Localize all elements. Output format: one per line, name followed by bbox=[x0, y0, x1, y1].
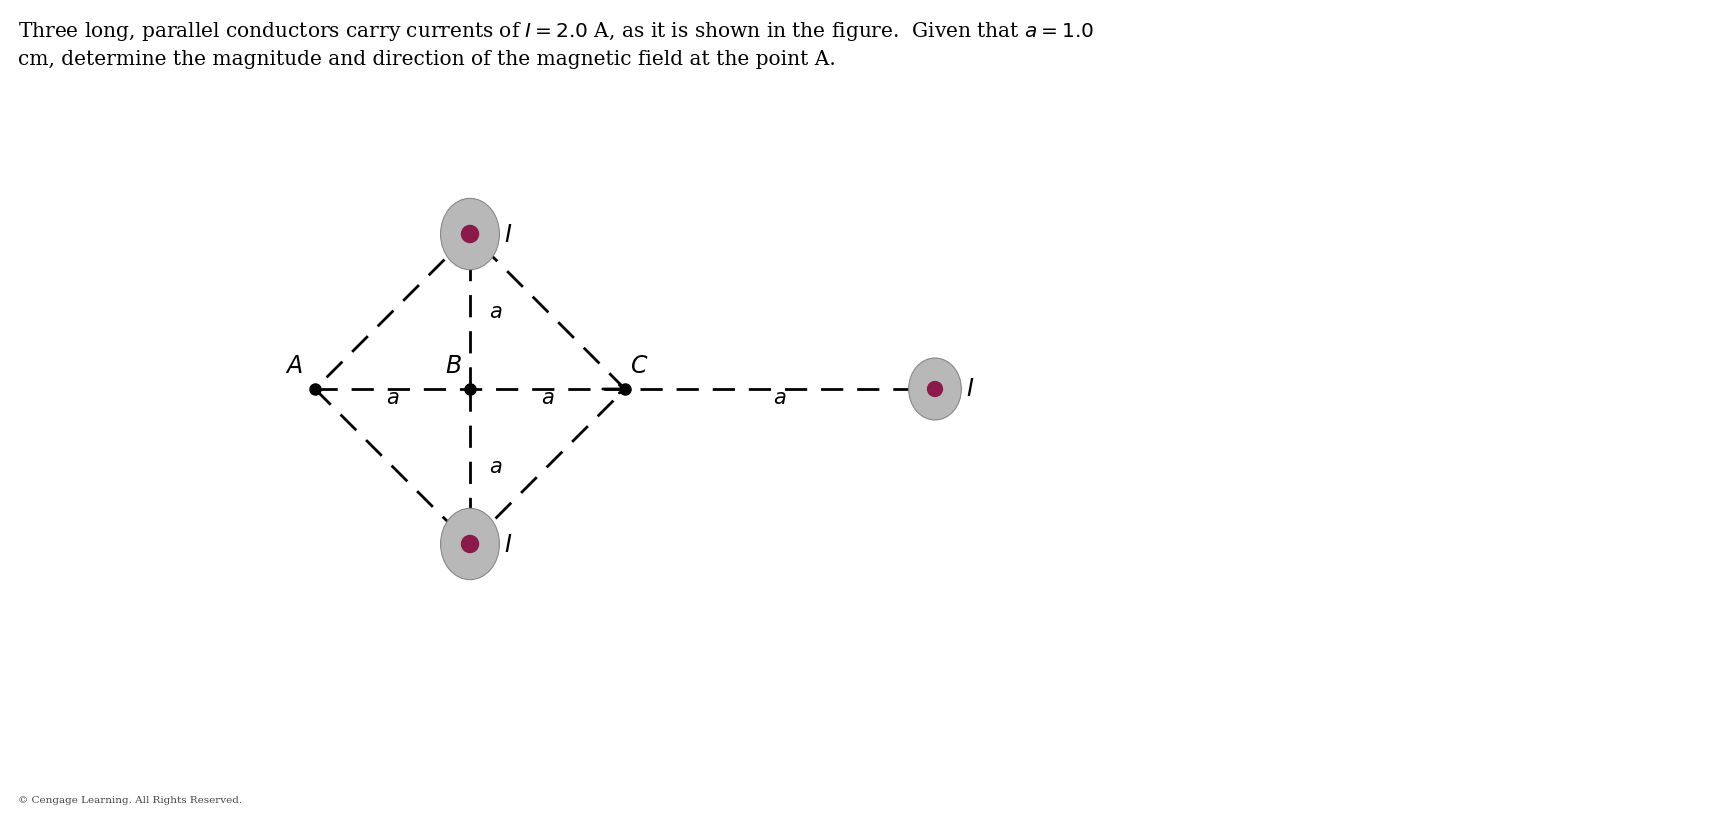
Ellipse shape bbox=[441, 509, 500, 580]
Text: $C$: $C$ bbox=[630, 355, 649, 378]
Circle shape bbox=[462, 226, 479, 243]
Text: $a$: $a$ bbox=[773, 388, 787, 408]
Ellipse shape bbox=[441, 199, 500, 270]
Text: $a$: $a$ bbox=[488, 303, 502, 322]
Circle shape bbox=[927, 382, 943, 397]
Text: $I$: $I$ bbox=[505, 224, 512, 247]
Text: cm, determine the magnitude and direction of the magnetic field at the point A.: cm, determine the magnitude and directio… bbox=[17, 50, 836, 69]
Ellipse shape bbox=[908, 359, 962, 420]
Text: $I$: $I$ bbox=[967, 378, 974, 401]
Text: $a$: $a$ bbox=[386, 388, 400, 408]
Text: Three long, parallel conductors carry currents of $I = 2.0$ A, as it is shown in: Three long, parallel conductors carry cu… bbox=[17, 20, 1093, 43]
Text: © Cengage Learning. All Rights Reserved.: © Cengage Learning. All Rights Reserved. bbox=[17, 795, 242, 804]
Text: $I$: $I$ bbox=[505, 533, 512, 556]
Text: $a$: $a$ bbox=[541, 388, 554, 408]
Text: $A$: $A$ bbox=[285, 355, 303, 378]
Text: $B$: $B$ bbox=[445, 355, 462, 378]
Circle shape bbox=[462, 536, 479, 553]
Text: $a$: $a$ bbox=[488, 458, 502, 477]
